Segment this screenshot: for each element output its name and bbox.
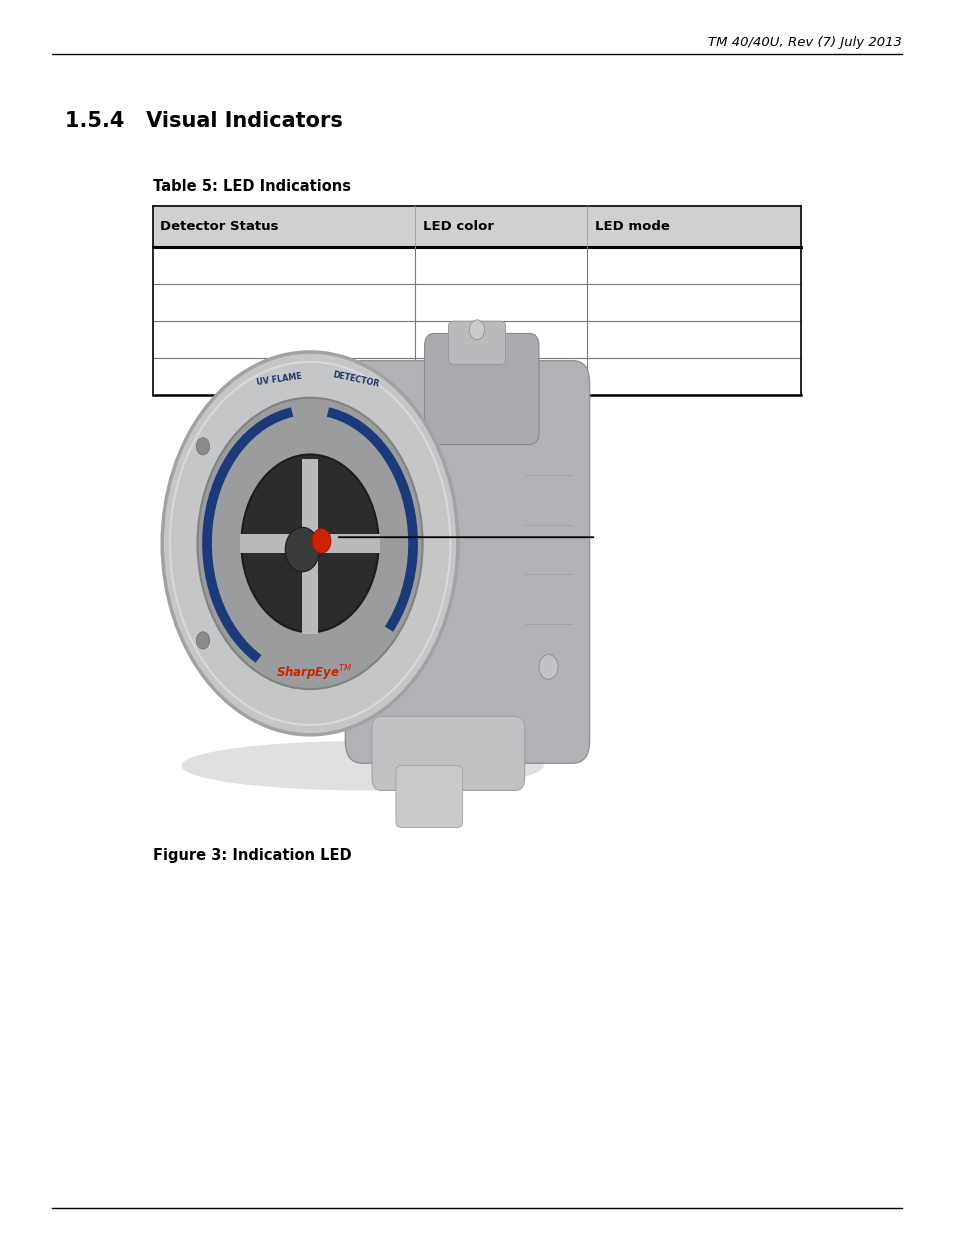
Circle shape [197,398,422,689]
Text: LED mode: LED mode [595,220,669,233]
Text: SharpEye$^{TM}$: SharpEye$^{TM}$ [275,663,352,683]
Text: Figure 3: Indication LED: Figure 3: Indication LED [152,848,351,863]
FancyBboxPatch shape [372,716,524,790]
Text: DETECTOR: DETECTOR [332,369,379,389]
FancyBboxPatch shape [424,333,538,445]
FancyBboxPatch shape [448,321,505,364]
FancyBboxPatch shape [395,766,462,827]
Circle shape [162,352,457,735]
Bar [152,206,801,247]
Text: UV FLAME: UV FLAME [256,372,302,387]
Circle shape [538,655,558,679]
FancyBboxPatch shape [345,361,589,763]
Circle shape [312,529,331,553]
Circle shape [469,320,484,340]
FancyBboxPatch shape [314,534,379,553]
Circle shape [241,454,378,632]
Circle shape [285,527,319,572]
Ellipse shape [181,741,543,790]
FancyBboxPatch shape [302,550,317,634]
Text: Table 5: LED Indications: Table 5: LED Indications [152,179,351,194]
Text: Detector Status: Detector Status [160,220,278,233]
FancyBboxPatch shape [302,459,317,537]
Circle shape [196,437,210,454]
Text: TM 40/40U, Rev (7) July 2013: TM 40/40U, Rev (7) July 2013 [707,36,901,49]
Circle shape [196,632,210,650]
Text: 1.5.4   Visual Indicators: 1.5.4 Visual Indicators [65,111,342,131]
Text: LED color: LED color [422,220,494,233]
FancyBboxPatch shape [240,534,305,553]
